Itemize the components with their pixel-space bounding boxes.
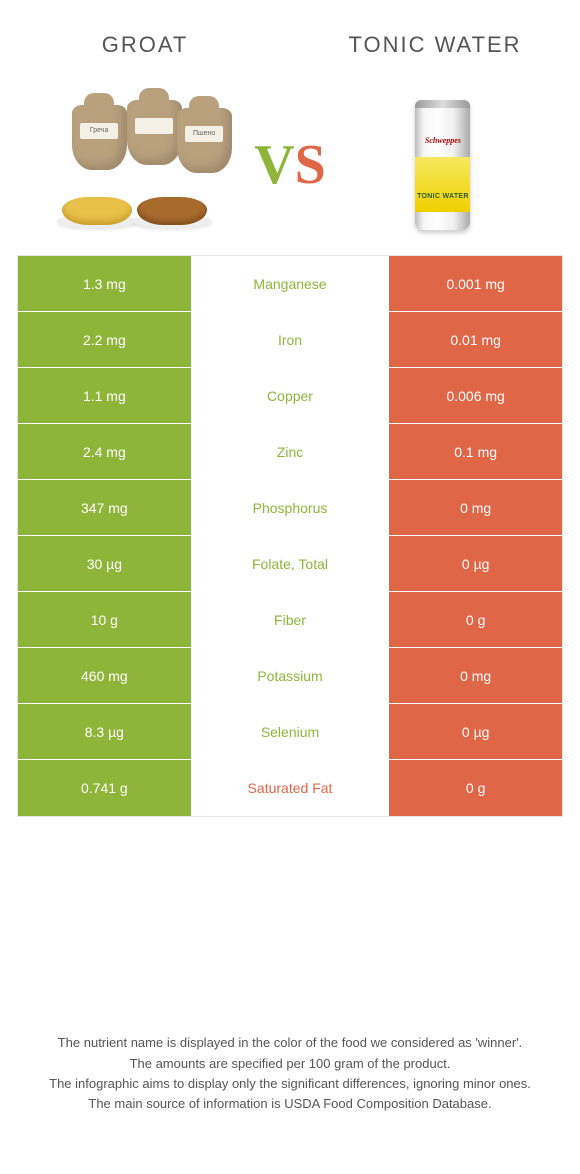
nutrient-label: Manganese (191, 256, 390, 311)
header-right: Tonic water (290, 15, 580, 75)
left-value: 460 mg (18, 648, 191, 703)
left-value: 0.741 g (18, 760, 191, 816)
nutrient-label: Copper (191, 368, 390, 423)
left-value: 1.1 mg (18, 368, 191, 423)
can-icon: Schweppes TONIC WATER (415, 100, 470, 230)
can-logo: Schweppes (415, 136, 470, 145)
table-row: 1.1 mgCopper0.006 mg (18, 368, 562, 424)
vs-label: VS (254, 133, 326, 197)
nutrient-table: 1.3 mgManganese0.001 mg2.2 mgIron0.01 mg… (17, 255, 563, 817)
table-row: 460 mgPotassium0 mg (18, 648, 562, 704)
header-row: Groat Tonic water (0, 0, 580, 85)
left-value: 347 mg (18, 480, 191, 535)
nutrient-label: Saturated fat (191, 760, 390, 816)
right-value: 0.006 mg (389, 368, 562, 423)
right-value: 0.1 mg (389, 424, 562, 479)
table-row: 347 mgPhosphorus0 mg (18, 480, 562, 536)
nutrient-label: Zinc (191, 424, 390, 479)
can-text: TONIC WATER (415, 193, 470, 200)
right-value: 0 g (389, 592, 562, 647)
nutrient-label: Potassium (191, 648, 390, 703)
right-value: 0 µg (389, 704, 562, 759)
footer-line-2: The amounts are specified per 100 gram o… (40, 1054, 540, 1074)
table-row: 2.4 mgZinc0.1 mg (18, 424, 562, 480)
hero-row: Греча Пшено VS Schweppes TONIC WATER (0, 85, 580, 255)
footer-line-1: The nutrient name is displayed in the co… (40, 1033, 540, 1053)
groat-image: Греча Пшено (20, 95, 254, 235)
footer-notes: The nutrient name is displayed in the co… (0, 1033, 580, 1114)
left-value: 30 µg (18, 536, 191, 591)
nutrient-label: Selenium (191, 704, 390, 759)
sacks-icon: Греча Пшено (37, 100, 237, 230)
footer-line-4: The main source of information is USDA F… (40, 1094, 540, 1114)
table-row: 0.741 gSaturated fat0 g (18, 760, 562, 816)
left-value: 2.2 mg (18, 312, 191, 367)
nutrient-label: Fiber (191, 592, 390, 647)
left-value: 10 g (18, 592, 191, 647)
vs-v: V (254, 134, 294, 196)
table-row: 30 µgFolate, total0 µg (18, 536, 562, 592)
right-value: 0.001 mg (389, 256, 562, 311)
right-value: 0 mg (389, 480, 562, 535)
left-value: 8.3 µg (18, 704, 191, 759)
header-left: Groat (0, 15, 290, 75)
nutrient-label: Folate, total (191, 536, 390, 591)
nutrient-label: Phosphorus (191, 480, 390, 535)
table-row: 1.3 mgManganese0.001 mg (18, 256, 562, 312)
vs-s: S (295, 134, 326, 196)
table-row: 2.2 mgIron0.01 mg (18, 312, 562, 368)
right-value: 0 µg (389, 536, 562, 591)
tonic-image: Schweppes TONIC WATER (326, 95, 560, 235)
right-value: 0.01 mg (389, 312, 562, 367)
nutrient-label: Iron (191, 312, 390, 367)
table-row: 8.3 µgSelenium0 µg (18, 704, 562, 760)
left-value: 2.4 mg (18, 424, 191, 479)
table-row: 10 gFiber0 g (18, 592, 562, 648)
left-value: 1.3 mg (18, 256, 191, 311)
right-value: 0 mg (389, 648, 562, 703)
footer-line-3: The infographic aims to display only the… (40, 1074, 540, 1094)
right-value: 0 g (389, 760, 562, 816)
